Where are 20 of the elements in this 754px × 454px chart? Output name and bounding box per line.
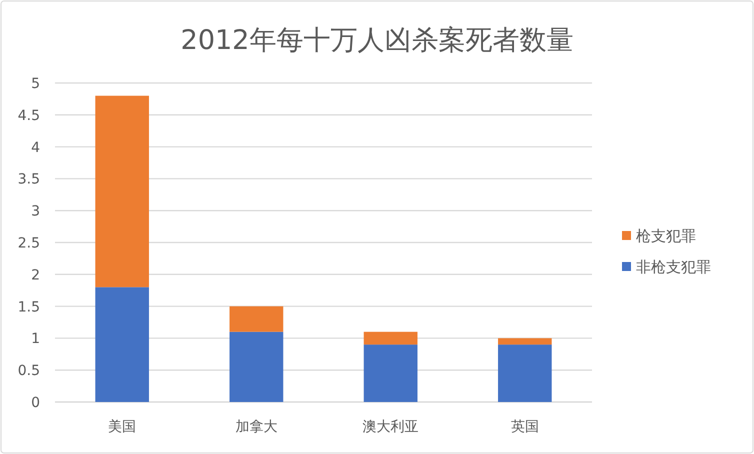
legend-entry: 枪支犯罪 xyxy=(622,227,696,245)
y-tick-label: 1.5 xyxy=(18,299,40,316)
y-tick-label: 3.5 xyxy=(18,172,40,188)
y-tick-label: 2 xyxy=(31,267,40,284)
y-tick-label: 1 xyxy=(31,331,40,348)
x-tick-label: 澳大利亚 xyxy=(362,419,419,435)
y-tick-label: 3 xyxy=(31,204,40,220)
x-tick-label: 加拿大 xyxy=(235,419,278,435)
x-tick-label: 英国 xyxy=(510,419,539,435)
x-tick-label: 美国 xyxy=(108,419,136,435)
legend-label: 枪支犯罪 xyxy=(636,227,696,245)
y-tick-label: 0.5 xyxy=(18,363,40,380)
y-tick-label: 4 xyxy=(31,140,40,156)
title: 2012年每十万人凶杀案死者数量 xyxy=(180,25,574,56)
y-tick-label: 4.5 xyxy=(18,108,40,124)
y-tick-label: 2.5 xyxy=(18,236,40,252)
legend-entry: 非枪支犯罪 xyxy=(622,258,711,276)
legend-label: 非枪支犯罪 xyxy=(636,258,711,276)
y-tick-label: 0 xyxy=(31,395,40,411)
y-tick-label: 5 xyxy=(31,76,40,92)
